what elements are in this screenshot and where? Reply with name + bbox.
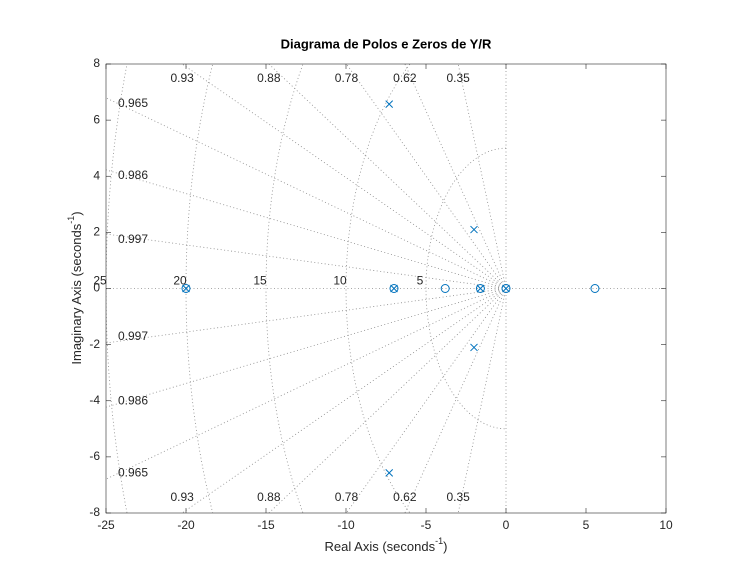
damping-line — [404, 288, 507, 513]
pole-marker — [470, 343, 478, 352]
frequency-label: 15 — [253, 274, 267, 288]
frequency-label: 10 — [333, 274, 347, 288]
zero-marker — [440, 284, 450, 293]
damping-line — [106, 288, 507, 344]
damping-label: 0.35 — [446, 71, 470, 85]
y-tick-label: -6 — [89, 449, 100, 463]
x-axis-label: Real Axis (seconds-1) — [325, 536, 448, 554]
x-label-sup: -1 — [435, 536, 443, 546]
zero-marker — [501, 284, 511, 293]
y-tick-label: -2 — [89, 337, 100, 351]
y-tick-label: 6 — [93, 112, 100, 126]
zero-marker — [181, 284, 191, 293]
x-tick-label: -15 — [257, 518, 275, 532]
damping-label: 0.88 — [257, 71, 281, 85]
damping-label: 0.78 — [335, 490, 359, 504]
pole-marker — [182, 284, 190, 293]
frequency-label: 5 — [417, 274, 424, 288]
x-tick-label: -20 — [177, 518, 195, 532]
y-label-sup: -1 — [66, 216, 76, 224]
damping-label: 0.965 — [118, 96, 148, 110]
damping-label: 0.88 — [257, 490, 281, 504]
y-axis-label: Imaginary Axis (seconds-1) — [66, 211, 84, 364]
x-tick-label: 0 — [503, 518, 510, 532]
x-tick-label: -25 — [97, 518, 115, 532]
pole-marker — [385, 100, 394, 108]
pole-marker — [502, 284, 510, 293]
damping-line — [106, 97, 507, 289]
damping-label: 0.62 — [393, 71, 417, 85]
y-label-text: Imaginary Axis (seconds — [69, 223, 84, 364]
y-tick-label: -4 — [89, 393, 100, 407]
damping-line — [106, 233, 507, 289]
y-label-close: ) — [69, 211, 84, 215]
y-tick-label: 0 — [93, 281, 100, 295]
y-tick-label: 4 — [93, 168, 100, 182]
damping-label: 0.78 — [335, 71, 359, 85]
pole-marker — [390, 284, 398, 293]
damping-label: 0.986 — [118, 168, 148, 182]
zero-marker — [475, 284, 485, 293]
y-tick-label: 8 — [93, 56, 100, 70]
damping-label: 0.93 — [170, 71, 194, 85]
chart-title: Diagrama de Polos e Zeros de Y/R — [281, 36, 492, 51]
frequency-arc — [265, 64, 304, 513]
damping-label: 0.986 — [118, 393, 148, 407]
damping-label: 0.35 — [446, 490, 470, 504]
damping-line — [106, 288, 507, 480]
zero-marker — [590, 284, 600, 293]
pole-marker — [476, 284, 485, 293]
x-tick-label: -10 — [337, 518, 355, 532]
pole-marker — [385, 469, 394, 477]
y-tick-label: -8 — [89, 505, 100, 519]
x-label-text: Real Axis (seconds — [325, 539, 436, 554]
damping-label: 0.997 — [118, 232, 148, 246]
y-tick-label: 2 — [93, 225, 100, 239]
pole-marker — [470, 225, 478, 234]
damping-label: 0.93 — [170, 490, 194, 504]
x-tick-label: 5 — [583, 518, 590, 532]
damping-line — [404, 64, 507, 289]
damping-label: 0.997 — [118, 329, 148, 343]
frequency-label: 20 — [173, 274, 187, 288]
zero-marker — [389, 284, 399, 293]
x-label-close: ) — [443, 539, 447, 554]
damping-label: 0.965 — [118, 465, 148, 479]
x-tick-label: -5 — [421, 518, 432, 532]
x-tick-label: 10 — [659, 518, 673, 532]
damping-line — [346, 64, 507, 289]
markers — [181, 100, 600, 477]
frequency-label: 25 — [93, 274, 107, 288]
damping-label: 0.62 — [393, 490, 417, 504]
damping-line — [346, 288, 507, 513]
